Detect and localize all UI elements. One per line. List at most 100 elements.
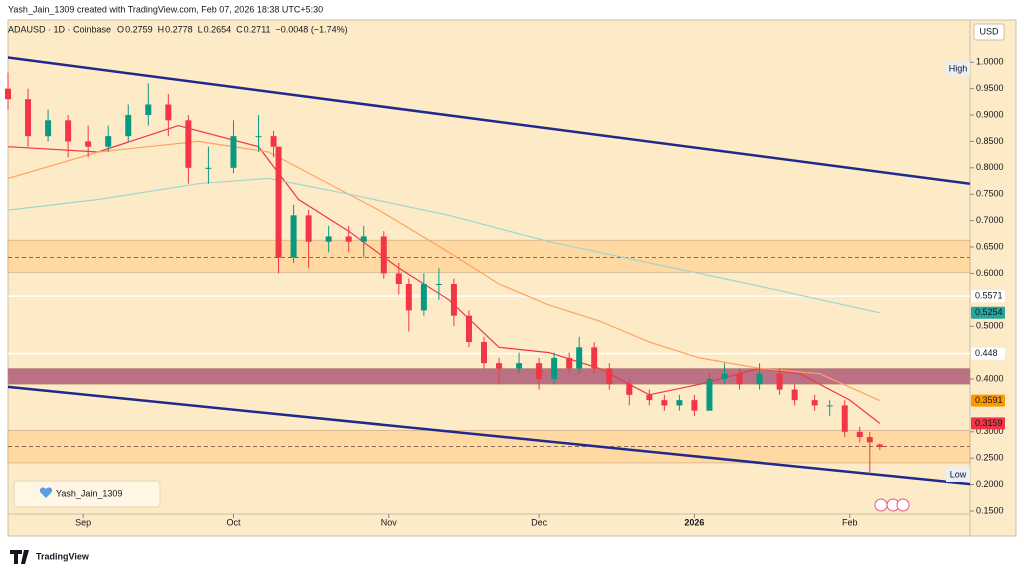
y-tick-label: 1.0000 [976,57,1004,67]
price-label-box [971,290,1005,303]
heart-icon [39,487,53,498]
candle-body [65,120,72,142]
y-tick-label: 0.1500 [976,505,1004,515]
candle-body [576,347,583,369]
candle-body [360,236,367,242]
candle-body [145,104,152,116]
y-tick-label: 0.9000 [976,109,1004,119]
price-label-box [971,347,1005,360]
legend-value: 0.2711 [244,24,271,34]
high-box [946,62,970,76]
candle-body [811,400,818,406]
legend-key: O [117,24,124,34]
currency[interactable]: USD [979,26,999,36]
y-tick-label: 0.7000 [976,215,1004,225]
candle-body [205,167,212,169]
candle-body [380,236,387,274]
price-label: 0.3159 [975,418,1003,428]
x-tick-label: Dec [531,517,548,527]
x-tick-label: Oct [226,517,241,527]
candle-body [606,368,613,385]
legend-value: 0.2654 [204,24,232,34]
x-tick-label: Sep [75,517,91,527]
x-tick-label: Nov [381,517,398,527]
candle-body [125,115,132,137]
candle-body [395,273,402,284]
candle-body [85,141,92,147]
candle-body [450,283,457,316]
x-tick-label: 2026 [684,517,704,527]
legend-change: −0.0048 (−1.74%) [276,24,348,34]
zone [7,239,971,273]
price-label-box [971,394,1005,407]
candle-body [165,104,172,121]
y-tick-label: 0.7500 [976,189,1004,199]
zone [7,368,971,385]
candle-body [776,373,783,390]
price-label-box [971,417,1005,430]
legend-symbol: ADAUSD · 1D · Coinbase [8,24,111,34]
candle-body [626,384,633,395]
y-tick-label: 0.5000 [976,321,1004,331]
candle-body [661,400,668,406]
candle-body [420,283,427,311]
candle-body [405,283,412,311]
x-tick-label: Feb [842,517,858,527]
price-label-box [971,306,1005,319]
moving-average [7,140,881,402]
candle-body [435,283,442,285]
candle-body [230,136,237,168]
candle-body [516,363,523,369]
y-tick-label: 0.8500 [976,136,1004,146]
candle-body [826,405,833,407]
legend: ADAUSD · 1D · Coinbase O 0.2759 H 0.2778 L 0.2… [8,24,348,34]
y-tick-label: 0.3000 [976,426,1004,436]
moving-average [7,177,880,314]
chart-frame [7,19,1017,537]
legend-key: C [236,24,243,34]
candle-body [255,136,262,138]
event-icon[interactable] [874,498,888,512]
candle-body [105,136,112,147]
brand-logo [10,550,29,564]
brand: TradingView [36,551,90,561]
candle-body [841,405,848,432]
legend-key: H [158,24,165,34]
y-tick-label: 0.2500 [976,453,1004,463]
candle-body [465,315,472,343]
currency-box[interactable] [973,23,1005,41]
candle-body [290,215,297,258]
candle-body [480,342,487,364]
high-label: High [949,63,968,73]
candle-body [536,363,543,380]
candle-body [646,394,653,401]
price-label: 0.3591 [975,395,1003,405]
candle-body [691,400,698,411]
candle-body [566,357,573,369]
candle-body [25,99,32,137]
watermark: Yash_Jain_1309 [56,488,122,498]
candle-body [275,146,282,258]
y-tick-label: 0.8000 [976,162,1004,172]
event-icon[interactable] [896,498,910,512]
candle-body [706,379,713,411]
candle-body [345,236,352,242]
candle-body [305,215,312,242]
candle-body [551,357,558,380]
y-tick-label: 0.4000 [976,373,1004,383]
watermark-box [13,480,161,508]
header: Yash_Jain_1309 created with TradingView.… [8,4,323,14]
candle-body [866,437,873,443]
y-tick-label: 0.6500 [976,241,1004,251]
candle-body [325,236,332,242]
legend-value: 0.2759 [125,24,153,34]
price-label: 0.5571 [975,290,1003,300]
legend-value: 0.2778 [165,24,193,34]
candle-body [791,389,798,401]
price-label: 0.448 [975,348,998,358]
trend-line [7,56,971,185]
candle-body [270,136,277,147]
price-label: 0.5254 [975,307,1003,317]
